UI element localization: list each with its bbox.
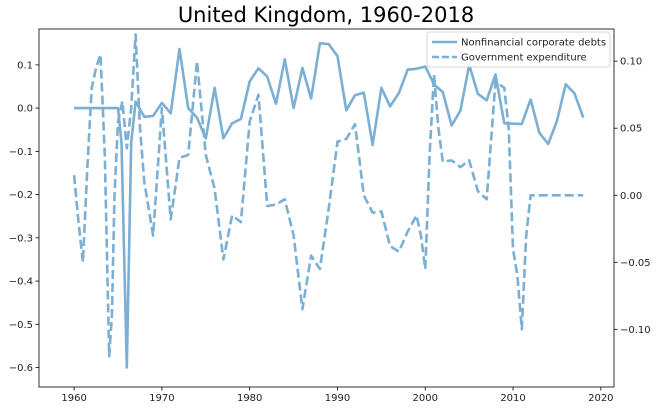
x-tick-label-1980: 1980 bbox=[237, 393, 262, 404]
y-left-tick-label-7: −0.6 bbox=[9, 363, 33, 374]
legend: Nonfinancial corporate debts Government … bbox=[426, 31, 611, 68]
y-right-tick-label-0: 0.10 bbox=[620, 57, 642, 68]
y-left-tick-label-0: 0.1 bbox=[17, 60, 33, 71]
legend-box bbox=[426, 31, 611, 68]
x-tick-label-2010: 2010 bbox=[500, 393, 525, 404]
y-right-tick-label-4: −0.10 bbox=[620, 325, 651, 336]
y-left-tick-label-2: −0.1 bbox=[9, 147, 33, 158]
y-right-tick-label-2: 0.00 bbox=[620, 191, 642, 202]
y-left-tick-label-3: −0.2 bbox=[9, 190, 33, 201]
y-axis-right: 0.10 0.05 0.00 −0.05 −0.10 bbox=[614, 57, 651, 336]
legend-label-nonfinancial-corporate-debts: Nonfinancial corporate debts bbox=[461, 38, 606, 49]
y-right-tick-label-1: 0.05 bbox=[620, 124, 642, 135]
x-tick-label-1960: 1960 bbox=[61, 393, 86, 404]
x-axis: 1960 1970 1980 1990 2000 2010 2020 bbox=[61, 387, 614, 404]
y-left-tick-label-4: −0.3 bbox=[9, 233, 33, 244]
x-tick-label-2000: 2000 bbox=[413, 393, 438, 404]
x-tick-label-2020: 2020 bbox=[588, 393, 613, 404]
x-tick-label-1990: 1990 bbox=[325, 393, 350, 404]
series-line-1 bbox=[72, 33, 584, 358]
y-left-tick-label-1: 0.0 bbox=[17, 104, 33, 115]
y-left-tick-label-6: −0.5 bbox=[9, 320, 33, 331]
legend-label-government-expenditure: Government expenditure bbox=[461, 53, 587, 64]
series-layer bbox=[72, 33, 585, 369]
series-line-0 bbox=[74, 41, 585, 369]
plot-area-frame bbox=[38, 28, 615, 388]
chart-title: United Kingdom, 1960-2018 bbox=[178, 3, 474, 27]
y-right-tick-label-3: −0.05 bbox=[620, 258, 651, 269]
y-left-tick-label-5: −0.4 bbox=[9, 277, 33, 288]
x-tick-label-1970: 1970 bbox=[149, 393, 174, 404]
y-axis-left: 0.1 0.0 −0.1 −0.2 −0.3 −0.4 −0.5 −0.6 bbox=[9, 60, 39, 374]
